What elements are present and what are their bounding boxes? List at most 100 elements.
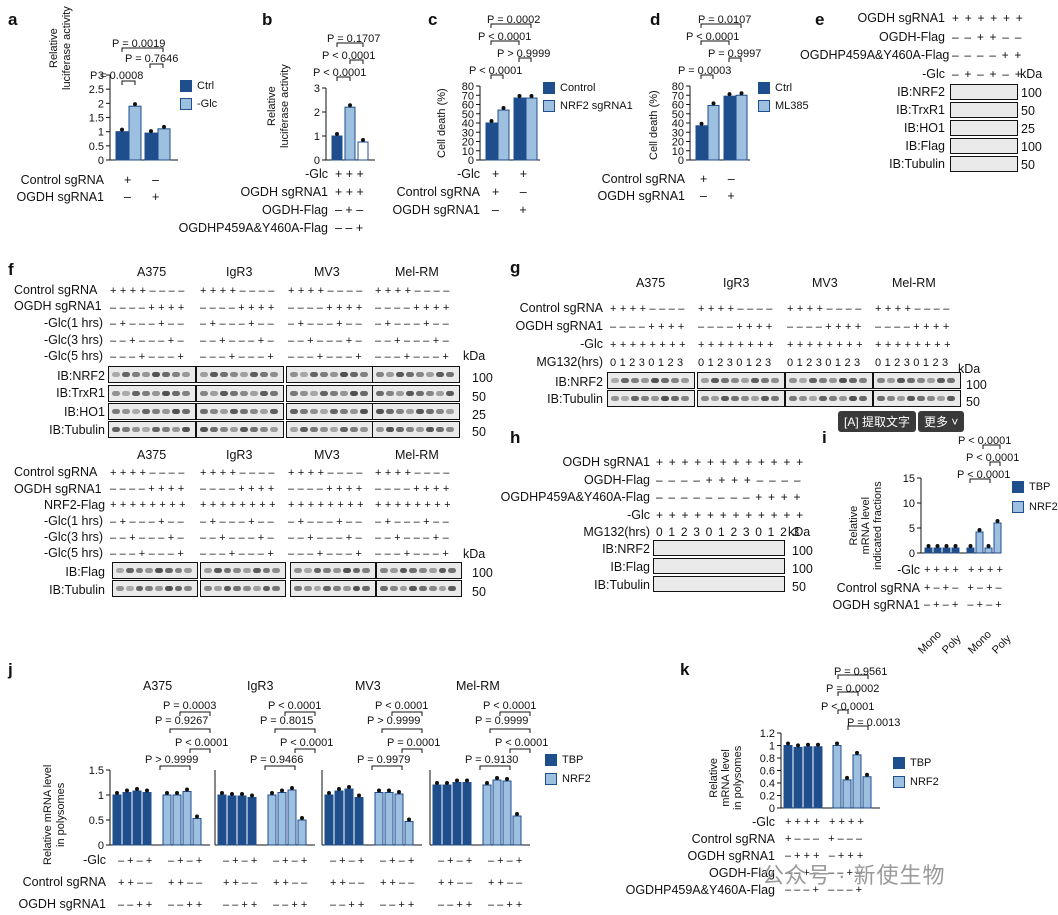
g-band-1-3-2 [897,396,905,401]
g-row-label-1: Control sgRNA [519,301,603,315]
g-cell-1: A375 [636,276,666,290]
f1-band-3-1-0 [200,427,208,432]
f1-band-1-2-2 [310,391,318,396]
b-bar-0-dot [335,132,339,136]
g-band-1-0-1 [621,396,629,401]
j-row-1-group-1-b: + + – – [273,877,308,889]
f1-band-1-3-5 [426,391,434,396]
g-band-0-0-6 [671,378,679,383]
f2-band-0-2-7 [362,568,370,573]
f2-band-0-0-5 [164,568,173,573]
f1-band-0-0-7 [182,372,190,377]
a-p1: P = 0.0019 [112,38,166,50]
f-row2-label-1: Control sgRNA [14,465,98,479]
g-kda-1: 100 [966,378,987,392]
g-band-1-0-7 [681,396,689,401]
f1-band-2-3-6 [436,409,444,414]
a-bar-glc-0 [128,105,142,161]
e-kda-5: 50 [1021,158,1035,172]
e-blot-trxr1 [950,102,1018,118]
j-pvalue-0-1: P = 0.9267 [155,715,209,727]
g-band-1-2-0 [789,396,797,401]
b-bracket-3 [336,76,351,81]
h-row-label-1: OGDH sgRNA1 [562,455,650,469]
k-p2: P = 0.0002 [826,683,880,695]
g-band-1-1-4 [741,396,749,401]
f2-band-0-1-0 [204,568,212,573]
more-button[interactable]: 更多 ˅ [918,411,965,432]
g-band-1-2-4 [829,396,837,401]
b-row-4: – – + [335,221,364,235]
f1-row-0-group-0: + + + + – – – – [110,285,185,297]
k-tick-label-6: 1.2 [760,728,775,740]
f1-band-1-2-0 [290,391,298,396]
d-tick-label-7: 70 [672,90,684,102]
f1-row-4-group-2: – – – + – – – + [288,351,362,363]
f1-band-3-2-0 [290,427,298,432]
j-row-0-group-3-b: – + – + [488,855,523,867]
j-bar-tbp-2-0-dot [327,791,331,795]
f1-band-1-1-0 [200,391,208,396]
f2-row-0-group-3: + + + + – – – – [375,467,450,479]
f-cell2-3: MV3 [314,448,340,462]
f2-blot-0-3 [376,562,462,579]
extract-text-button[interactable]: [A] 提取文字 [838,411,917,432]
d-legend-1: Ctrl [775,82,793,94]
f1-band-2-0-2 [132,409,140,414]
j-ylabel: Relative mRNA level in polysomes [42,764,67,865]
a-bar-glc-1 [157,128,171,161]
f1-band-2-0-3 [142,409,150,414]
k-tick-label-4: 0.8 [760,753,775,765]
i-bar-6-dot [986,544,991,548]
f1-band-1-2-6 [350,391,358,396]
f1-band-0-2-4 [330,372,338,377]
d-ylabel: Cell death (%) [648,90,660,160]
g-band-1-1-3 [731,396,739,401]
k-tick-label-1: 0.2 [760,791,775,803]
g-band-0-0-2 [631,378,639,383]
j-cell-3: MV3 [355,679,381,693]
f2-band-1-3-6 [438,586,447,591]
f1-blot-0-1 [196,366,284,383]
j-pvalue-2-2: P = 0.0001 [387,737,441,749]
k-bracket-3 [837,709,849,714]
g-band-0-3-3 [907,378,915,383]
k-legend-2: NRF2 [910,776,939,788]
e-row-label-4: -Glc [922,67,945,81]
i-bar-2 [942,547,951,554]
j-bar-tbp-0-0 [112,794,122,846]
k-row-label-2: Control sgRNA [691,832,775,846]
g-row-2-group-3: + + + + + + + + [875,339,951,351]
j-bar-nrf2-0-3 [192,818,202,846]
f1-band-0-0-3 [142,372,150,377]
f-kda2-2: 50 [472,585,486,599]
i-bar-1 [933,547,942,554]
k-p1: P = 0.9561 [834,666,888,678]
f2-band-0-0-6 [174,568,183,573]
j-tick-label-1: 0.5 [89,815,104,827]
i-tick-label-1: 5 [909,523,915,535]
a-row-1-c1: + [124,173,132,187]
c-tick-label-5: 50 [462,109,474,121]
f1-band-2-3-0 [376,409,384,414]
k-legend-swatch-2 [893,776,905,788]
j-cell-1: A375 [143,679,173,693]
g-band-1-3-6 [937,396,945,401]
k-row-label-4: OGDH-Flag [709,866,775,880]
i-tick-label-0: 0 [909,548,915,560]
f1-band-2-0-7 [182,409,190,414]
j-pvalue-1-1: P = 0.8015 [260,715,314,727]
f1-band-2-1-7 [270,409,278,414]
f1-band-0-1-1 [210,372,218,377]
f1-band-1-0-2 [132,391,140,396]
f1-band-2-3-1 [386,409,394,414]
panel-letter-i: i [822,428,827,447]
j-row-1-group-3-a: + + – – [438,877,473,889]
f2-band-1-2-6 [352,586,361,591]
d-row-2: – + [700,189,735,203]
a-bracket-1 [121,47,164,52]
g-row-label-3: -Glc [580,337,603,351]
k-bar-nrf2-2 [852,754,862,809]
j-tick-label-3: 1.5 [89,765,104,777]
j-legend-swatch-1 [545,754,557,766]
